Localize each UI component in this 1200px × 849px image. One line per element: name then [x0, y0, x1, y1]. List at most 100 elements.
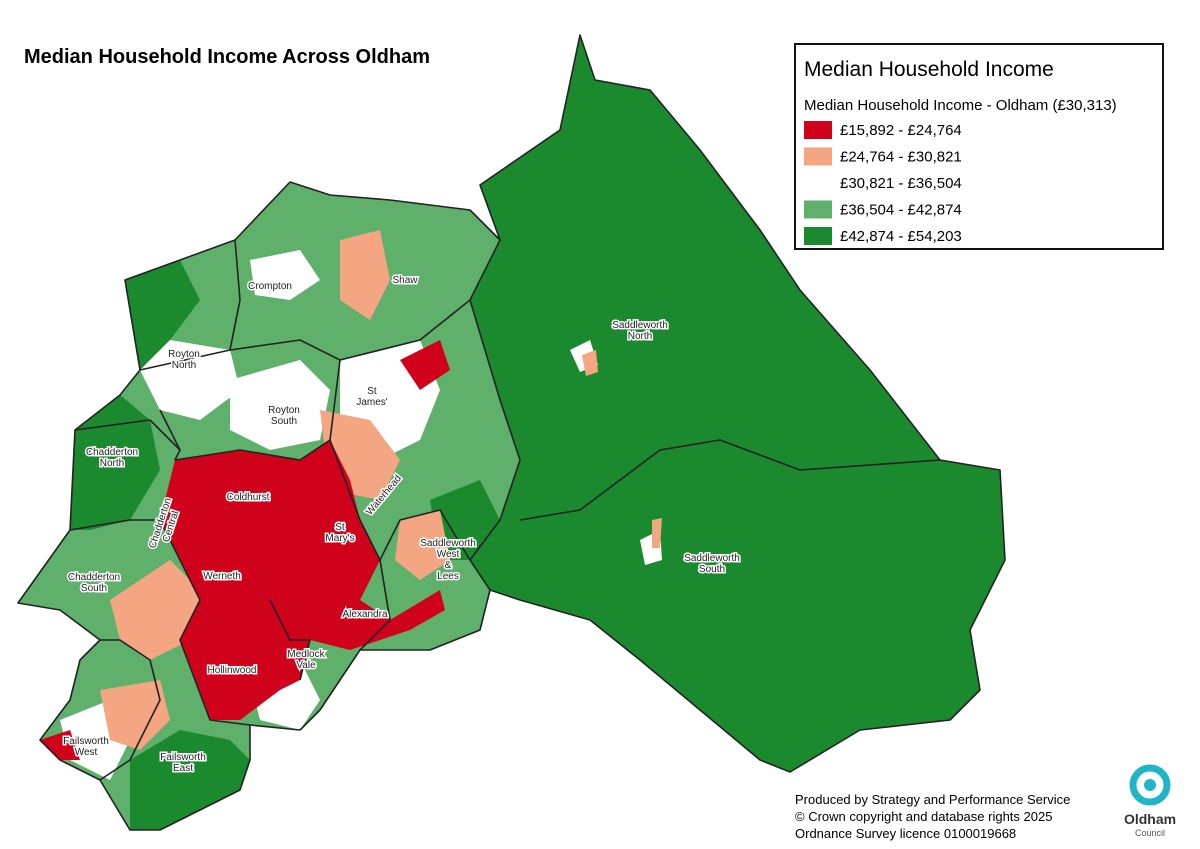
ward-label: Failsworth East — [160, 752, 206, 774]
ward-label-line: & — [445, 560, 452, 571]
area — [100, 680, 170, 750]
ward-label: Saddleworth North — [612, 320, 668, 342]
ward-label: Chadderton North — [86, 447, 138, 469]
ward-label: Hollinwood — [208, 665, 257, 676]
boundary — [69, 519, 251, 726]
ward-label-line: West — [437, 549, 460, 560]
ward-label-line: South — [271, 416, 297, 427]
ward-label-line: Chadderton — [68, 572, 120, 583]
ward-label: Medlock Vale — [287, 649, 325, 671]
area — [470, 35, 1005, 772]
ward-label: Werneth — [203, 571, 241, 582]
logo-sub: Council — [1135, 828, 1165, 838]
area — [70, 395, 160, 530]
ward-label: St Mary's — [325, 522, 354, 544]
ward-label-line: East — [173, 763, 193, 774]
ward-label-line: Lees — [437, 571, 459, 582]
credits: Produced by Strategy and Performance Ser… — [795, 792, 1070, 841]
logo: Oldham Council — [1124, 764, 1176, 838]
ward-label-line: North — [628, 331, 652, 342]
map — [17, 34, 1006, 831]
area — [582, 350, 598, 376]
area — [160, 440, 445, 720]
ward-label-line: Royton — [268, 405, 300, 416]
boundary — [99, 639, 161, 781]
ward-label-line: James' — [356, 397, 387, 408]
boundary — [74, 419, 181, 451]
ward-label: Failsworth West — [63, 736, 109, 758]
ward-label-line: Royton — [168, 349, 200, 360]
logo-ring — [1129, 764, 1171, 806]
ward-label-line: South — [81, 583, 107, 594]
legend-label: £30,821 - £36,504 — [840, 175, 962, 192]
ward-label: Crompton — [248, 281, 292, 292]
area — [430, 480, 500, 560]
area — [125, 260, 200, 370]
ward-label: St James' — [356, 386, 387, 408]
boundary — [519, 439, 941, 521]
legend-label: £15,892 - £24,764 — [840, 122, 962, 139]
area — [140, 340, 240, 420]
ward-label-line: North — [100, 458, 124, 469]
ward-label: Alexandra — [342, 609, 387, 620]
ward-label-line: St — [335, 522, 345, 533]
ward-label-line: St — [367, 386, 377, 397]
ward-label-line: Crompton — [248, 281, 292, 292]
ward-label: Coldhurst — [227, 492, 270, 503]
ward-label-line: Werneth — [203, 571, 241, 582]
legend-label: £36,504 - £42,874 — [840, 202, 962, 219]
credit-line: Ordnance Survey licence 0100019668 — [795, 826, 1016, 841]
boundary — [139, 239, 241, 371]
logo-name: Oldham — [1124, 811, 1176, 827]
ward-label-line: Mary's — [325, 533, 354, 544]
area — [400, 340, 450, 390]
credit-line: © Crown copyright and database rights 20… — [795, 809, 1052, 824]
boundary — [469, 299, 521, 591]
ward-label-line: Saddleworth — [612, 320, 668, 331]
legend-swatch — [804, 147, 832, 166]
legend: Median Household Income Median Household… — [794, 43, 1164, 250]
boundary — [329, 439, 471, 561]
legend-title: Median Household Income — [804, 58, 1054, 81]
legend-swatch — [804, 174, 832, 192]
area — [652, 518, 662, 548]
ward-label-line: Alexandra — [342, 609, 387, 620]
legend-swatch — [804, 200, 832, 219]
ward-label-line: West — [75, 747, 98, 758]
area — [40, 730, 80, 760]
area — [395, 510, 450, 580]
ward-label-line: Shaw — [392, 275, 418, 286]
legend-subtitle: Median Household Income - Oldham (£30,31… — [804, 97, 1117, 114]
boundary — [269, 599, 311, 681]
legend-swatch — [804, 121, 832, 139]
ward-label-line: Hollinwood — [208, 665, 257, 676]
credit-line: Produced by Strategy and Performance Ser… — [795, 792, 1070, 807]
ward-label-line: Failsworth — [160, 752, 206, 763]
ward-label-line: Failsworth — [63, 736, 109, 747]
area — [130, 730, 250, 830]
area — [250, 250, 320, 300]
ward-label: Royton North — [168, 349, 200, 371]
ward-label-line: Medlock — [287, 649, 325, 660]
map-title: Median Household Income Across Oldham — [24, 46, 430, 68]
ward-label: Royton South — [268, 405, 300, 427]
legend-box — [794, 43, 1164, 250]
ward-label: Saddleworth West & Lees — [420, 538, 476, 582]
ward-label-line: Vale — [296, 660, 316, 671]
area — [230, 360, 330, 450]
legend-swatch — [804, 227, 832, 245]
ward-label-line: Saddleworth — [684, 553, 740, 564]
logo-dot — [1144, 779, 1156, 791]
boundary — [17, 34, 1006, 831]
ward-label: Shaw — [392, 275, 418, 286]
ward-label: Saddleworth South — [684, 553, 740, 575]
ward-label-line: Coldhurst — [227, 492, 270, 503]
area — [340, 230, 390, 320]
legend-label: £42,874 - £54,203 — [840, 228, 962, 245]
ward-label-line: South — [699, 564, 725, 575]
boundary — [359, 559, 391, 651]
ward-label-line: North — [172, 360, 196, 371]
ward-label-line: Saddleworth — [420, 538, 476, 549]
